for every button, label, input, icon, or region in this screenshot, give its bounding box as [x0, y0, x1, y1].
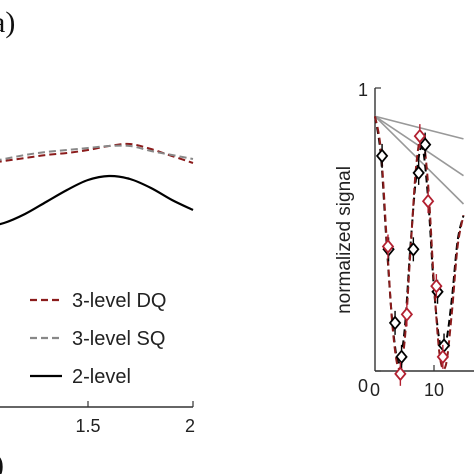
left-x-tick-label-1: 1.5: [75, 416, 100, 436]
left-series-line-2: [0, 144, 194, 161]
right-x-tick-label-10: 10: [424, 380, 444, 400]
left-series-line-3: [0, 174, 194, 226]
legend: 3-level DQ 3-level SQ 2-level: [30, 290, 166, 388]
right-marker-6-6: [412, 165, 425, 181]
right-marker-7-2: [394, 366, 407, 382]
right-marker-6-5: [407, 241, 420, 257]
right-marker-7-5: [421, 193, 435, 209]
left-series-line-1: [0, 142, 194, 164]
right-marker-6-7: [418, 137, 432, 153]
right-series-line-2: [374, 116, 465, 364]
right-series-group: [374, 115, 465, 386]
panel-label-top: a): [0, 6, 15, 39]
right-marker-6-3: [388, 315, 402, 331]
panel-label-bottom: ): [0, 448, 4, 474]
right-series-line-1: [374, 116, 465, 371]
right-marker-7-3: [400, 306, 414, 322]
right-y-axis-label: normalized signal: [334, 166, 355, 314]
legend-label-2: 3-level SQ: [72, 328, 165, 350]
legend-label-1: 3-level DQ: [72, 290, 166, 312]
right-x-tick-label-0: 0: [370, 380, 380, 400]
right-marker-7-4: [413, 128, 427, 144]
right-y-tick-label-1: 1: [358, 80, 368, 100]
right-marker-6-1: [375, 148, 389, 164]
right-chart: 1 0 0 10 normalized signal: [334, 80, 474, 400]
right-marker-7-1: [381, 239, 395, 254]
left-series-group: [0, 142, 194, 226]
left-chart: 1.5 2 3-level DQ 3-level SQ 2-level: [0, 142, 195, 436]
legend-label-3: 2-level: [72, 366, 131, 388]
right-y-tick-label-0: 0: [358, 376, 368, 396]
right-marker-7-6: [430, 278, 443, 294]
right-marker-6-4: [395, 349, 408, 365]
left-x-tick-label-2: 2: [185, 416, 195, 436]
right-marker-7-7: [436, 349, 450, 365]
